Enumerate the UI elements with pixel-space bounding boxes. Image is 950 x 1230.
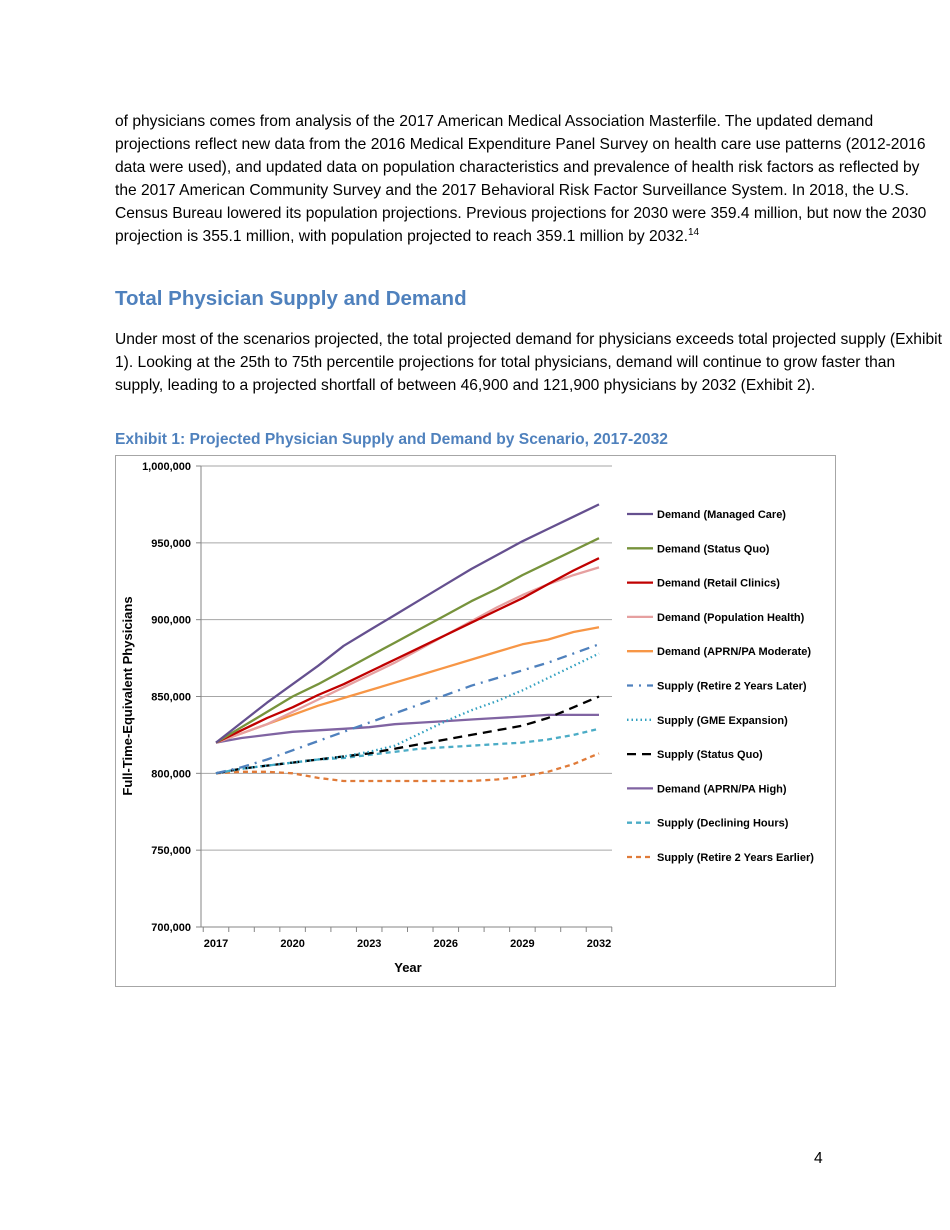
- series-line-supply-gme-expansion: [215, 652, 600, 775]
- series-line-supply-status-quo: [215, 695, 600, 775]
- x-tick-label: 2026: [434, 938, 458, 950]
- page-number: 4: [814, 1150, 823, 1167]
- legend-item: Demand (Population Health): [627, 612, 805, 624]
- footnote-reference[interactable]: 14: [687, 226, 700, 238]
- section-heading: Total Physician Supply and Demand: [115, 287, 467, 310]
- legend-label: Demand (APRN/PA Moderate): [657, 646, 811, 658]
- y-tick-label: 750,000: [151, 845, 191, 857]
- y-tick-label: 850,000: [151, 692, 191, 704]
- legend-item: Supply (Status Quo): [627, 749, 763, 761]
- x-tick-label: 2020: [280, 938, 304, 950]
- series-line-demand-population-health: [215, 566, 600, 744]
- legend-label: Supply (Retire 2 Years Later): [657, 681, 807, 693]
- series-line-demand-retail-clinics: [215, 557, 600, 744]
- legend-item: Supply (Retire 2 Years Earlier): [627, 852, 814, 864]
- series-line-supply-retire-2-years-later: [215, 643, 600, 775]
- legend-item: Supply (Retire 2 Years Later): [627, 681, 807, 693]
- legend-item: Demand (Retail Clinics): [627, 578, 780, 590]
- legend-label: Demand (Managed Care): [657, 509, 786, 521]
- legend-label: Demand (APRN/PA High): [657, 783, 787, 795]
- legend-item: Demand (APRN/PA High): [627, 783, 787, 795]
- legend-item: Supply (Declining Hours): [627, 818, 789, 830]
- series-line-demand-aprn-pa-high: [215, 713, 599, 744]
- supply-demand-paragraph: Under most of the scenarios projected, t…: [115, 331, 942, 394]
- x-tick-label: 2023: [357, 938, 381, 950]
- series-line-supply-retire-2-years-earlier: [215, 752, 600, 783]
- x-axis-label: Year: [394, 960, 421, 975]
- legend-label: Supply (Status Quo): [657, 749, 763, 761]
- y-tick-label: 900,000: [151, 615, 191, 627]
- intro-paragraph: of physicians comes from analysis of the…: [115, 110, 945, 248]
- legend-item: Demand (APRN/PA Moderate): [627, 646, 811, 658]
- y-tick-label: 950,000: [151, 538, 191, 550]
- legend-label: Supply (GME Expansion): [657, 715, 788, 727]
- legend-label: Supply (Retire 2 Years Earlier): [657, 852, 814, 864]
- legend-label: Demand (Status Quo): [657, 543, 770, 555]
- y-tick-label: 800,000: [151, 768, 191, 780]
- legend-item: Supply (GME Expansion): [627, 715, 788, 727]
- exhibit-caption: Exhibit 1: Projected Physician Supply an…: [115, 431, 668, 448]
- y-tick-label: 700,000: [151, 922, 191, 934]
- exhibit-1-chart: 700,000 750,000 800,000 850,000 900,000 950,0…: [115, 455, 836, 987]
- x-tick-label: 2017: [204, 938, 228, 950]
- legend-label: Supply (Declining Hours): [657, 818, 789, 830]
- series-line-demand-status-quo: [215, 537, 600, 744]
- y-tick-label: 1,000,000: [142, 461, 191, 473]
- legend-label: Demand (Retail Clinics): [657, 578, 780, 590]
- x-tick-label: 2032: [587, 938, 611, 950]
- legend-item: Demand (Status Quo): [627, 543, 770, 555]
- series-line-demand-aprn-pa-moderate: [215, 626, 600, 744]
- y-axis-label: Full-Time-Equivalent Physicians: [120, 596, 135, 795]
- legend-label: Demand (Population Health): [657, 612, 805, 624]
- chart-border: [115, 455, 836, 987]
- x-tick-label: 2029: [510, 938, 534, 950]
- series-line-demand-managed-care: [215, 503, 600, 744]
- legend-item: Demand (Managed Care): [627, 509, 786, 521]
- intro-paragraph-text: of physicians comes from analysis of the…: [115, 113, 927, 245]
